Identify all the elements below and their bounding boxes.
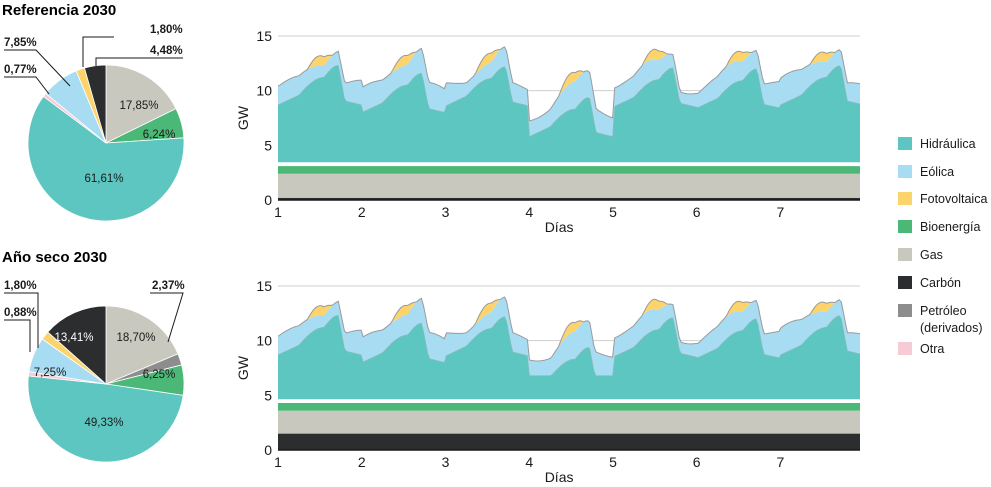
area2-ytick-0: 0	[264, 442, 272, 458]
area-chart-bottom: 1 2 3 4 5 6 7 0 5 10 15 Días GW	[235, 278, 861, 485]
area1-xtick-7: 7	[777, 204, 785, 220]
pie-bottom-label-gas: 18,70%	[116, 332, 155, 344]
pie-bottom-label-hidraulica: 49,33%	[84, 417, 123, 429]
pie2-slice-gas	[105, 305, 179, 385]
area1-ytick-10: 10	[256, 83, 272, 99]
area1-band-bioenergia	[278, 166, 860, 174]
area2-ytick-5: 5	[264, 387, 272, 403]
area2-hydro-outline	[277, 315, 861, 376]
area2-xtick-1: 1	[274, 454, 282, 470]
legend-label-hidraulica: Hidráulica	[920, 137, 976, 151]
pie-top-label-otra: 0,77%	[4, 64, 37, 76]
pie1-slice-gas	[105, 64, 177, 144]
area2-band-gas	[278, 410, 860, 434]
legend-label-petroleo: Petróleo	[920, 304, 967, 318]
area1-xtick-3: 3	[442, 204, 450, 220]
area2-band-hidraulica	[278, 315, 860, 400]
legend-label-bioenergia: Bioenergía	[920, 220, 981, 234]
pie-top-label-hidraulica: 61,61%	[84, 173, 123, 185]
pie-bottom-label-petroleo: 2,37%	[152, 280, 185, 292]
pie-top-leaders	[4, 36, 183, 95]
pie-bottom-label-fotovoltaica: 1,80%	[4, 280, 37, 292]
area2-xtick-5: 5	[609, 454, 617, 470]
pie-bottom-leaders	[4, 292, 184, 352]
area2-xtick-4: 4	[525, 454, 533, 470]
area1-xtick-2: 2	[358, 204, 366, 220]
pie2-slice-hidraulica	[27, 375, 184, 463]
area2-band-fotovoltaica	[278, 297, 860, 361]
legend-label-eolica: Eólica	[920, 165, 954, 179]
area1-band-gas	[278, 173, 860, 198]
area1-xtick-4: 4	[525, 204, 533, 220]
area1-band-hidraulica	[278, 65, 860, 163]
legend: Hidráulica Eólica Fotovoltaica Bioenergía Ga…	[898, 137, 987, 356]
area1-xtick-1: 1	[274, 204, 282, 220]
area2-ylabel: GW	[235, 355, 251, 380]
pie-top-label-gas: 17,85%	[119, 100, 158, 112]
area2-band-carbon	[278, 433, 860, 450]
area1-ytick-5: 5	[264, 137, 272, 153]
area2-xtick-6: 6	[693, 454, 701, 470]
legend-swatch-bioenergia	[898, 220, 912, 233]
area2-xtick-3: 3	[442, 454, 450, 470]
pie-top-label-bioenergia: 6,24%	[143, 129, 176, 141]
pie-top-label-carbon: 4,48%	[150, 45, 183, 57]
legend-swatch-otra	[898, 342, 912, 355]
area1-total-outline	[277, 46, 861, 122]
legend-swatch-gas	[898, 248, 912, 261]
legend-label-carbon: Carbón	[920, 276, 961, 290]
area2-ytick-10: 10	[256, 333, 272, 349]
area1-xlabel: Días	[545, 219, 574, 235]
legend-swatch-eolica	[898, 165, 912, 178]
pie-top	[27, 64, 185, 222]
legend-swatch-fotovoltaica	[898, 192, 912, 205]
area1-xtick-5: 5	[609, 204, 617, 220]
legend-swatch-carbon	[898, 276, 912, 289]
area2-ytick-15: 15	[256, 278, 272, 294]
legend-label-petroleo-line2: (derivados)	[920, 321, 983, 335]
pie2-slice-carbon	[47, 305, 107, 385]
area1-hydro-outline	[277, 65, 861, 137]
area1-ytick-0: 0	[264, 192, 272, 208]
area2-xlabel: Días	[545, 469, 574, 485]
legend-label-gas: Gas	[920, 248, 943, 262]
area1-band-carbon	[278, 197, 860, 200]
pie-top-label-fotovoltaica: 1,80%	[150, 24, 183, 36]
legend-swatch-petroleo	[898, 304, 912, 317]
area1-ylabel: GW	[235, 105, 251, 130]
pie-bottom-label-eolica: 7,25%	[34, 367, 67, 379]
legend-swatch-hidraulica	[898, 137, 912, 150]
legend-label-otra: Otra	[920, 342, 944, 356]
pie1-slice-hidraulica	[27, 95, 185, 222]
area2-band-bioenergia	[278, 402, 860, 411]
area1-ytick-15: 15	[256, 28, 272, 44]
area2-total-outline	[277, 296, 861, 362]
pie-top-label-eolica: 7,85%	[4, 37, 37, 49]
pie-bottom-label-bioenergia: 6,25%	[143, 369, 176, 381]
area2-xtick-7: 7	[777, 454, 785, 470]
area2-band-eolica	[278, 297, 860, 376]
pie-top-title: Referencia 2030	[2, 2, 116, 19]
pie-bottom-label-otra: 0,88%	[4, 307, 37, 319]
area2-xtick-2: 2	[358, 454, 366, 470]
area-chart-top: 1 2 3 4 5 6 7 0 5 10 15 Días GW	[235, 28, 861, 235]
pie-bottom-title: Año seco 2030	[2, 249, 107, 266]
pie-bottom-label-carbon: 13,41%	[54, 332, 93, 344]
legend-label-fotovoltaica: Fotovoltaica	[920, 192, 987, 206]
area1-band-eolica	[278, 47, 860, 137]
pie-bottom	[27, 305, 185, 463]
area1-xtick-6: 6	[693, 204, 701, 220]
pie1-slice-carbon	[83, 64, 107, 144]
area1-band-fotovoltaica	[278, 47, 860, 121]
